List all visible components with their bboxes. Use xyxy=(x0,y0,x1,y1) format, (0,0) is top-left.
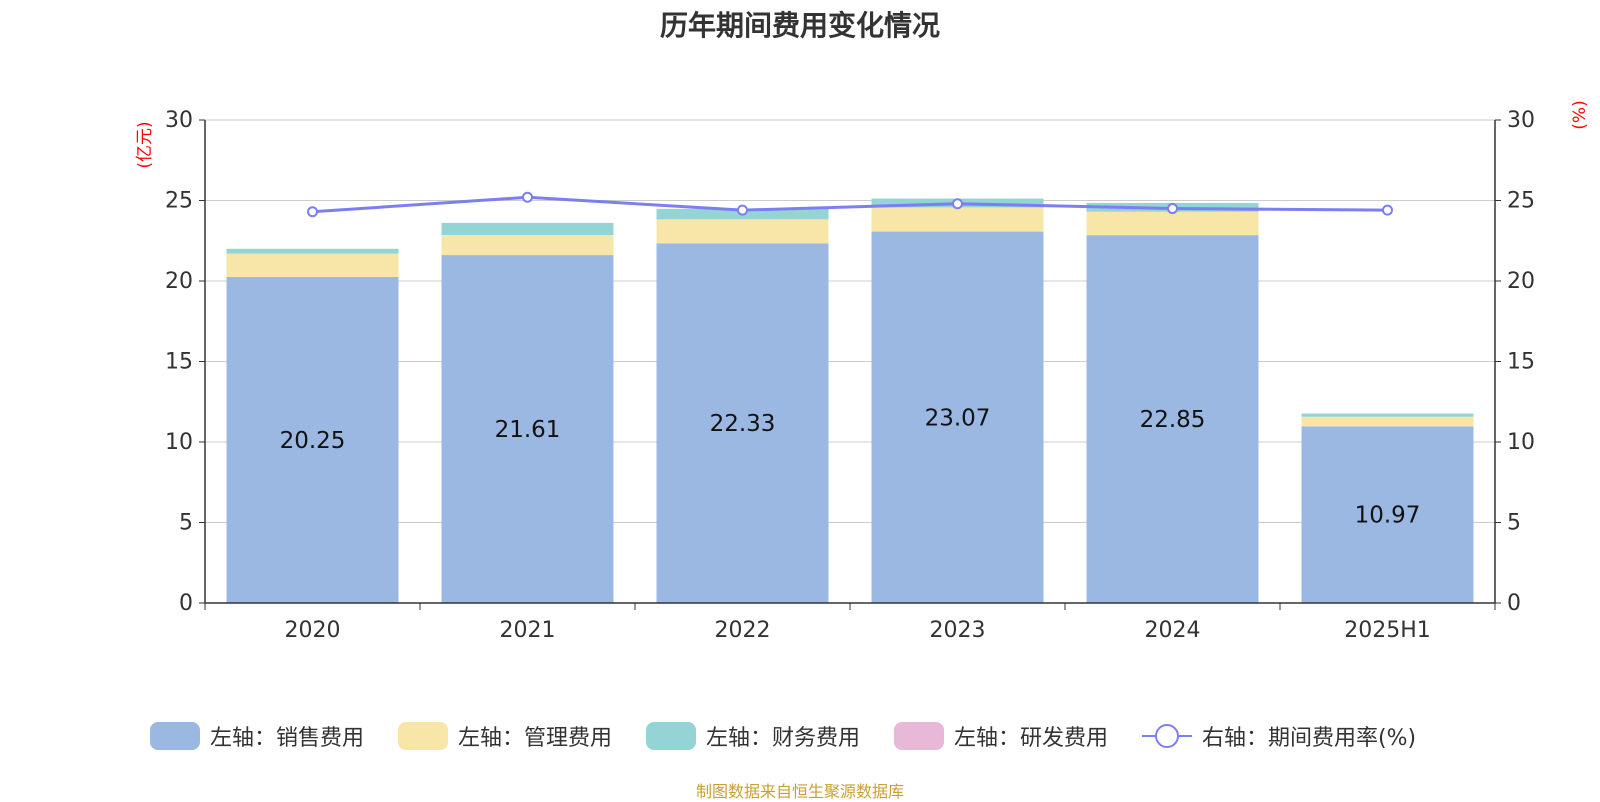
bar-layer xyxy=(226,198,1474,604)
rate-point xyxy=(1382,204,1393,216)
x-tick-label: 2020 xyxy=(285,618,341,643)
legend-item-admin[interactable]: 左轴：管理费用 xyxy=(398,718,612,754)
legend-item-finance[interactable]: 左轴：财务费用 xyxy=(646,718,860,754)
y-left-tick-label: 15 xyxy=(165,350,193,375)
bar-admin xyxy=(1301,416,1474,427)
y-left-tick-label: 25 xyxy=(165,189,193,214)
legend-swatch-finance xyxy=(646,722,696,750)
bar-sales xyxy=(441,255,614,604)
label-layer: 20.25 21.61 22.33 23.07 22.85 10.97 xyxy=(280,405,1421,528)
bar-admin xyxy=(871,207,1044,232)
axis-layer: 0 5 10 15 20 25 30 0 5 10 15 20 25 30 (亿元) (%) 2020 2021 2… xyxy=(135,100,1590,643)
y-right-tick-label: 30 xyxy=(1507,108,1535,133)
y-left-unit-label: (亿元) xyxy=(135,121,155,168)
rate-point xyxy=(522,191,533,203)
legend-swatch-admin xyxy=(398,722,448,750)
legend-line-marker-icon xyxy=(1142,722,1192,750)
legend-swatch-sales xyxy=(150,722,200,750)
x-tick-label: 2022 xyxy=(715,618,771,643)
bar-finance xyxy=(441,222,614,235)
y-right-unit-label: (%) xyxy=(1570,100,1590,129)
legend-label-sales: 左轴：销售费用 xyxy=(210,726,365,751)
chart-canvas: 0 5 10 15 20 25 30 0 5 10 15 20 25 30 (亿元) (%) 2020 2021 2… xyxy=(135,100,1590,643)
bar-sales xyxy=(871,231,1044,603)
bar-sales xyxy=(1086,235,1259,604)
legend-label-finance: 左轴：财务费用 xyxy=(706,726,861,751)
chart-title: 历年期间费用变化情况 xyxy=(659,9,940,42)
data-label-sales: 20.25 xyxy=(280,428,346,454)
data-label-sales: 22.85 xyxy=(1140,407,1206,433)
rate-point xyxy=(737,204,748,216)
line-layer xyxy=(307,191,1393,218)
data-label-sales: 10.97 xyxy=(1355,503,1421,529)
x-tick-label: 2021 xyxy=(500,618,556,643)
bar-admin xyxy=(1086,211,1259,236)
y-left-tick-label: 5 xyxy=(179,511,193,536)
y-right-tick-label: 0 xyxy=(1507,591,1521,616)
data-label-sales: 23.07 xyxy=(925,405,991,431)
bar-admin xyxy=(441,234,614,256)
bar-finance xyxy=(1301,413,1474,417)
bar-sales xyxy=(656,243,829,603)
legend-label-rd: 左轴：研发费用 xyxy=(954,726,1109,751)
x-tick-label: 2025H1 xyxy=(1344,618,1431,643)
x-tick-label: 2024 xyxy=(1145,618,1201,643)
y-right-tick-label: 10 xyxy=(1507,430,1535,455)
bar-admin xyxy=(226,253,399,277)
legend-swatch-rd xyxy=(894,722,944,750)
bar-sales xyxy=(1301,426,1474,603)
legend: 左轴：销售费用 左轴：管理费用 左轴：财务费用 左轴：研发费用 右轴：期间费用率… xyxy=(0,718,1600,758)
rate-line xyxy=(312,195,1388,214)
bar-finance xyxy=(226,248,399,254)
y-left-tick-label: 0 xyxy=(179,591,193,616)
rate-point xyxy=(952,198,963,210)
legend-label-rate: 右轴：期间费用率(%) xyxy=(1202,726,1417,751)
legend-item-rate[interactable]: 右轴：期间费用率(%) xyxy=(1142,718,1416,754)
bar-admin xyxy=(656,219,829,244)
y-left-tick-label: 30 xyxy=(165,108,193,133)
rate-point xyxy=(307,206,318,218)
source-note: 制图数据来自恒生聚源数据库 xyxy=(695,782,904,801)
y-left-tick-label: 10 xyxy=(165,430,193,455)
grid-layer xyxy=(205,119,1495,523)
y-right-tick-label: 15 xyxy=(1507,350,1535,375)
y-right-tick-label: 20 xyxy=(1507,269,1535,294)
data-label-sales: 21.61 xyxy=(495,417,561,443)
y-right-tick-label: 25 xyxy=(1507,189,1535,214)
x-tick-label: 2023 xyxy=(930,618,986,643)
y-right-tick-label: 5 xyxy=(1507,511,1521,536)
bar-sales xyxy=(226,276,399,603)
data-label-sales: 22.33 xyxy=(710,411,776,437)
y-left-tick-label: 20 xyxy=(165,269,193,294)
legend-item-sales[interactable]: 左轴：销售费用 xyxy=(150,718,364,754)
legend-label-admin: 左轴：管理费用 xyxy=(458,726,613,751)
legend-item-rd[interactable]: 左轴：研发费用 xyxy=(894,718,1108,754)
rate-point xyxy=(1167,203,1178,215)
